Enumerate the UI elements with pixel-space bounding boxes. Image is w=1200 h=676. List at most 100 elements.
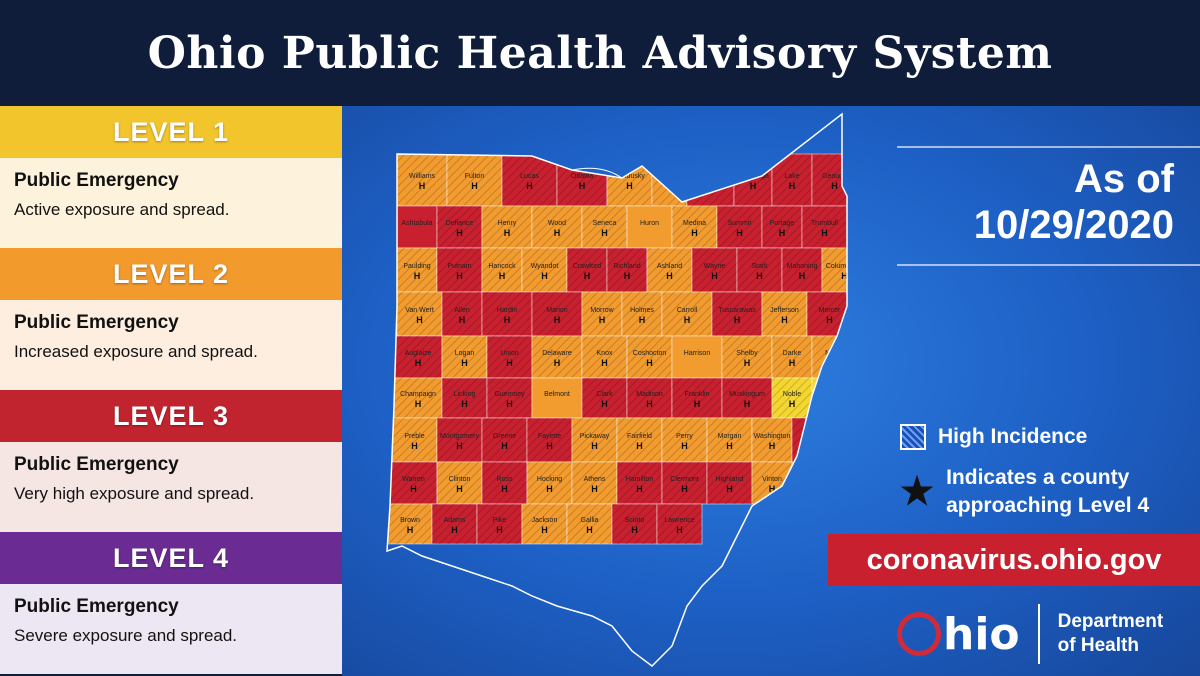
county-name-label: Huron — [640, 220, 659, 227]
legend-high-incidence: High Incidence — [900, 424, 1087, 450]
legend-high-incidence-label: High Incidence — [938, 425, 1088, 448]
high-incidence-hatch — [662, 292, 712, 336]
county-name-label: Pickaway — [580, 433, 610, 440]
high-incidence-hatch — [482, 206, 532, 248]
high-incidence-h-label: H — [504, 228, 511, 238]
county-name-label: Morrow — [590, 307, 614, 314]
high-incidence-h-label: H — [726, 441, 733, 451]
legend-approaching-level-4: ★ Indicates a county approaching Level 4 — [900, 464, 1149, 520]
county-name-label: Fayette — [538, 433, 561, 440]
county-name-label: Stark — [751, 263, 768, 270]
high-incidence-h-label: H — [691, 228, 698, 238]
page-title: Ohio Public Health Advisory System — [147, 27, 1053, 79]
county-name-label: Montgomery — [440, 433, 479, 440]
high-incidence-h-label: H — [684, 315, 691, 325]
high-incidence-h-label: H — [811, 441, 818, 451]
county-name-label: Pike — [493, 517, 507, 524]
high-incidence-h-label: H — [471, 181, 478, 191]
high-incidence-h-label: H — [636, 484, 643, 494]
high-incidence-h-label: H — [636, 441, 643, 451]
county-name-label: Licking — [454, 391, 476, 398]
county-name-label: Adams — [444, 517, 466, 524]
high-incidence-hatch — [437, 418, 482, 462]
high-incidence-h-label: H — [504, 315, 511, 325]
county-name-label: Mercer — [819, 307, 841, 314]
high-incidence-hatch — [442, 336, 487, 378]
high-incidence-h-label: H — [496, 525, 503, 535]
level-3-block: LEVEL 3 Public Emergency Very high expos… — [0, 390, 342, 532]
high-incidence-hatch — [812, 154, 847, 206]
county-name-label: Muskingum — [729, 391, 765, 398]
county-name-label: Hancock — [488, 263, 516, 270]
high-incidence-hatch — [662, 462, 707, 504]
legend-approaching-text: Indicates a county approaching Level 4 — [946, 464, 1149, 520]
level-3-label: LEVEL 3 — [0, 390, 342, 442]
high-incidence-h-label: H — [676, 525, 683, 535]
high-incidence-hatch — [442, 378, 487, 418]
website-url[interactable]: coronavirus.ohio.gov — [828, 534, 1200, 586]
high-incidence-hatch — [617, 418, 662, 462]
county-name-label: Preble — [404, 433, 424, 440]
county-belmont — [531, 377, 583, 419]
high-incidence-h-label: H — [599, 315, 606, 325]
county-name-label: Ashtabula — [401, 220, 432, 227]
high-incidence-h-label: H — [456, 228, 463, 238]
department-name: Department of Health — [1058, 610, 1164, 658]
county-harrison — [671, 335, 723, 379]
high-incidence-hatch — [397, 154, 447, 206]
high-incidence-h-label: H — [826, 315, 833, 325]
county-name-label: Columbiana — [826, 263, 863, 270]
level-4-body: Public Emergency Severe exposure and spr… — [0, 584, 342, 674]
high-incidence-h-label: H — [584, 271, 591, 281]
county-name-label: Monroe — [823, 391, 847, 398]
high-incidence-hatch — [532, 336, 582, 378]
county-huron — [626, 205, 673, 249]
level-2-body: Public Emergency Increased exposure and … — [0, 300, 342, 390]
county-name-label: Athens — [584, 476, 606, 483]
level-4-description: Severe exposure and spread. — [14, 626, 238, 645]
high-incidence-hatch — [582, 292, 622, 336]
high-incidence-hatch — [712, 292, 762, 336]
high-incidence-hatch — [622, 292, 662, 336]
high-incidence-h-label: H — [639, 315, 646, 325]
level-1-label: LEVEL 1 — [0, 106, 342, 158]
high-incidence-h-label: H — [666, 271, 673, 281]
ohio-o-ring-icon — [897, 612, 941, 656]
high-incidence-hatch — [627, 336, 672, 378]
county-name-label: Crawford — [573, 263, 602, 270]
high-incidence-h-label: H — [624, 271, 631, 281]
high-incidence-hatch — [607, 248, 647, 292]
county-meigs — [791, 461, 838, 505]
high-incidence-h-label: H — [461, 399, 468, 409]
high-incidence-hatch — [672, 378, 722, 418]
high-incidence-hatch — [762, 206, 802, 248]
county-name-label: Union — [500, 350, 518, 357]
county-monroe — [811, 377, 847, 419]
county-name-label: Hamilton — [626, 476, 654, 483]
high-incidence-hatch — [822, 248, 847, 292]
high-incidence-h-label: H — [591, 441, 598, 451]
high-incidence-hatch — [482, 248, 522, 292]
high-incidence-hatch — [582, 378, 627, 418]
county-name-label: Paulding — [403, 263, 430, 270]
county-name-label: Ross — [497, 476, 513, 483]
county-name-label: Belmont — [544, 391, 570, 398]
high-incidence-h-label: H — [711, 271, 718, 281]
hatch-swatch-icon — [900, 424, 926, 450]
high-incidence-hatch — [482, 462, 527, 504]
county-name-label: Harrison — [684, 350, 711, 357]
county-name-label: Clinton — [449, 476, 471, 483]
high-incidence-h-label: H — [631, 525, 638, 535]
high-incidence-h-label: H — [554, 228, 561, 238]
high-incidence-h-label: H — [601, 228, 608, 238]
county-name-label: Hardin — [497, 307, 518, 314]
county-name-label: Marion — [546, 307, 568, 314]
county-name-label: Portage — [770, 220, 795, 227]
level-2-label: LEVEL 2 — [0, 248, 342, 300]
level-3-heading: Public Emergency — [14, 454, 179, 475]
high-incidence-hatch — [607, 154, 652, 206]
county-name-label: Coshocton — [633, 350, 667, 357]
high-incidence-hatch — [502, 154, 557, 206]
county-name-label: Highland — [716, 476, 744, 483]
county-name-label: Richland — [613, 263, 640, 270]
